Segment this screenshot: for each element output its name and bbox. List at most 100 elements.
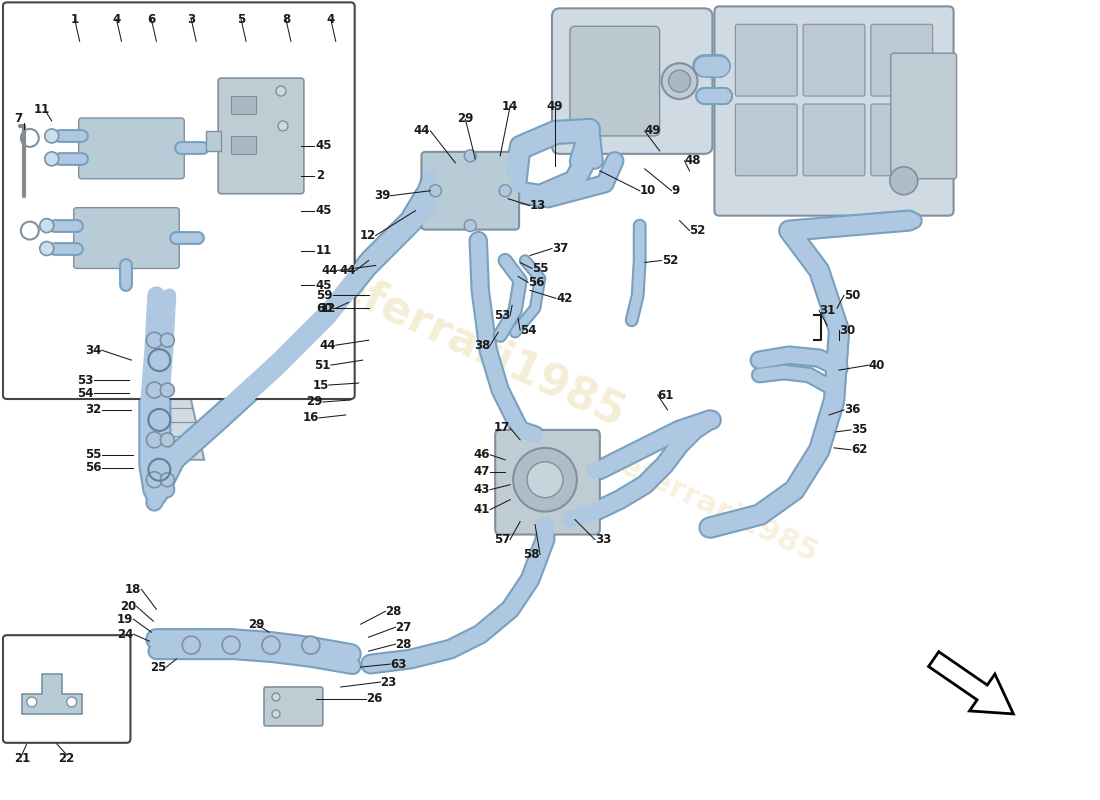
Circle shape (276, 86, 286, 96)
Text: 47: 47 (474, 466, 491, 478)
FancyBboxPatch shape (218, 78, 304, 194)
Circle shape (146, 332, 163, 348)
Text: 43: 43 (474, 483, 491, 496)
Text: 60: 60 (317, 302, 333, 315)
FancyBboxPatch shape (3, 2, 354, 399)
Text: 55: 55 (85, 448, 101, 462)
Text: 54: 54 (520, 324, 537, 337)
Text: 59: 59 (317, 289, 333, 302)
FancyBboxPatch shape (264, 687, 322, 726)
Text: 46: 46 (474, 448, 491, 462)
Text: 19: 19 (117, 613, 133, 626)
Circle shape (464, 220, 476, 231)
Text: 6: 6 (147, 14, 155, 26)
Text: 44: 44 (339, 264, 355, 277)
Circle shape (161, 473, 174, 486)
Circle shape (272, 693, 279, 701)
Text: 41: 41 (474, 503, 491, 516)
Text: 37: 37 (552, 242, 569, 255)
Text: 61: 61 (658, 389, 674, 402)
Circle shape (429, 185, 441, 197)
Text: 63: 63 (390, 658, 407, 670)
Circle shape (262, 636, 279, 654)
Circle shape (513, 448, 576, 512)
Text: 51: 51 (315, 358, 331, 372)
Text: 39: 39 (374, 190, 390, 202)
Text: 18: 18 (125, 583, 142, 596)
Text: 34: 34 (85, 344, 101, 357)
Circle shape (146, 472, 163, 488)
Circle shape (499, 185, 512, 197)
Text: 16: 16 (302, 411, 319, 425)
Text: 54: 54 (77, 386, 94, 399)
Bar (231, 136, 256, 154)
Text: 9: 9 (672, 184, 680, 198)
Text: 21: 21 (13, 752, 30, 766)
Text: 5: 5 (236, 14, 245, 26)
Circle shape (301, 636, 320, 654)
Text: 14: 14 (502, 99, 518, 113)
Bar (231, 96, 256, 114)
Polygon shape (120, 300, 205, 460)
Text: 53: 53 (77, 374, 94, 386)
Text: 23: 23 (381, 675, 397, 689)
Circle shape (67, 697, 77, 707)
Text: 36: 36 (844, 403, 860, 417)
Text: 29: 29 (307, 395, 322, 409)
Text: 42: 42 (556, 292, 572, 305)
Text: 2: 2 (316, 170, 323, 182)
Circle shape (183, 636, 200, 654)
FancyBboxPatch shape (736, 24, 798, 96)
Text: 62: 62 (851, 443, 867, 456)
Circle shape (146, 432, 163, 448)
Circle shape (40, 218, 54, 233)
FancyBboxPatch shape (891, 54, 957, 178)
Text: 38: 38 (474, 338, 491, 352)
Polygon shape (22, 674, 81, 714)
Text: 24: 24 (117, 628, 133, 641)
Text: 29: 29 (248, 618, 264, 630)
Text: 11: 11 (316, 244, 332, 257)
Text: 33: 33 (595, 533, 612, 546)
Text: 57: 57 (494, 533, 510, 546)
Text: 45: 45 (316, 279, 332, 292)
Circle shape (161, 383, 174, 397)
Circle shape (161, 334, 174, 347)
FancyBboxPatch shape (78, 118, 185, 178)
FancyArrow shape (928, 652, 1013, 714)
FancyBboxPatch shape (3, 635, 131, 743)
Text: 4: 4 (112, 14, 121, 26)
Text: 48: 48 (684, 154, 701, 167)
Text: 12: 12 (319, 302, 336, 315)
FancyBboxPatch shape (714, 6, 954, 216)
Text: 40: 40 (869, 358, 886, 372)
Text: 44: 44 (414, 125, 430, 138)
Text: 7: 7 (14, 113, 22, 126)
FancyBboxPatch shape (421, 152, 519, 230)
Text: 10: 10 (640, 184, 656, 198)
FancyBboxPatch shape (736, 104, 798, 176)
Circle shape (222, 636, 240, 654)
Circle shape (661, 63, 697, 99)
Text: 27: 27 (396, 621, 411, 634)
FancyBboxPatch shape (871, 24, 933, 96)
Circle shape (527, 462, 563, 498)
Text: 12: 12 (360, 229, 375, 242)
Circle shape (45, 129, 58, 143)
Text: 53: 53 (494, 309, 510, 322)
Text: 58: 58 (524, 548, 540, 561)
Text: 15: 15 (312, 378, 329, 391)
Text: 11: 11 (34, 102, 50, 115)
Text: 8: 8 (282, 14, 290, 26)
FancyBboxPatch shape (803, 104, 865, 176)
Text: eferrari1985: eferrari1985 (329, 264, 631, 436)
Text: 49: 49 (547, 99, 563, 113)
Circle shape (464, 150, 476, 162)
Text: 44: 44 (319, 338, 336, 352)
Text: 17: 17 (494, 422, 510, 434)
Text: 50: 50 (844, 289, 860, 302)
Text: 52: 52 (661, 254, 678, 267)
Text: 4: 4 (327, 14, 334, 26)
FancyBboxPatch shape (552, 8, 713, 154)
Circle shape (890, 167, 917, 194)
